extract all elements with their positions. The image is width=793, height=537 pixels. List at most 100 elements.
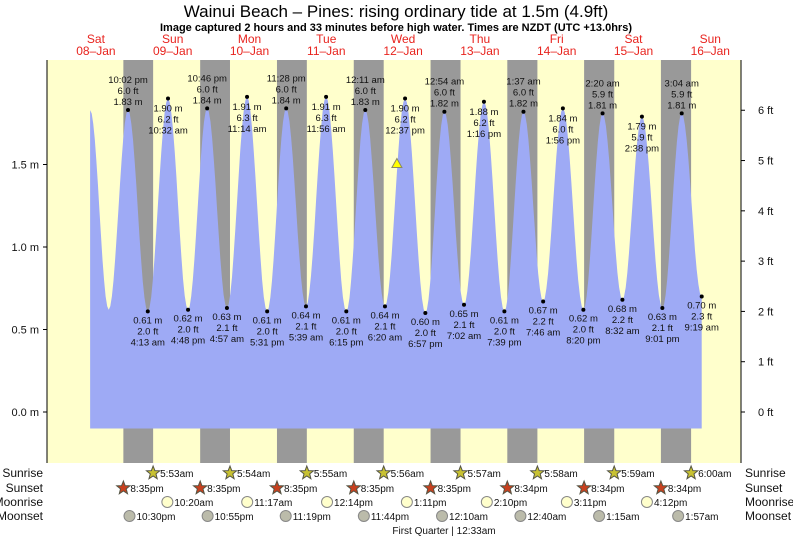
sunset-star-icon bbox=[192, 479, 209, 495]
high-tide-time: 10:02 pm bbox=[108, 75, 148, 86]
day-label: Thu bbox=[470, 32, 491, 46]
sunrise-time: 5:54am bbox=[237, 469, 270, 480]
right-tick-label: 3 ft bbox=[758, 256, 773, 268]
high-tide-point bbox=[126, 108, 131, 113]
moonrise-time: 3:11pm bbox=[574, 498, 607, 509]
low-tide-time: 4:48 pm bbox=[171, 336, 205, 347]
high-tide-time: 11:56 am bbox=[307, 124, 346, 135]
high-tide-ft: 6.0 ft bbox=[276, 84, 297, 95]
high-tide-time: 2:20 am bbox=[585, 78, 619, 89]
right-tick-label: 6 ft bbox=[758, 105, 773, 117]
low-tide-point bbox=[660, 306, 665, 311]
low-tide-time: 9:19 am bbox=[685, 323, 719, 334]
moonset-time: 10:30pm bbox=[137, 512, 176, 523]
low-tide-time: 7:02 am bbox=[447, 331, 481, 342]
moonrise-time: 12:14pm bbox=[334, 498, 373, 509]
labels-layer: 0.0 m 0.5 m 1.0 m 1.5 m 0 ft 1 ft 2 ft 3 ft 4 ft… bbox=[0, 32, 793, 537]
sunset-time: 8:34pm bbox=[591, 484, 624, 495]
high-tide-ft: 5.9 ft bbox=[592, 89, 613, 100]
sunset-star-icon bbox=[576, 479, 593, 495]
day-label: Sun bbox=[700, 32, 721, 46]
high-tide-point bbox=[205, 106, 210, 111]
high-tide-ft: 6.0 ft bbox=[513, 88, 534, 99]
chart-subtitle: Image captured 2 hours and 33 minutes be… bbox=[160, 22, 632, 34]
high-tide-m: 1.79 m bbox=[627, 122, 656, 133]
sunset-star-icon bbox=[115, 479, 132, 495]
high-tide-ft: 6.0 ft bbox=[355, 86, 376, 97]
moonrise-time: 11:17am bbox=[254, 498, 292, 509]
date-label: 15–Jan bbox=[614, 44, 653, 58]
high-tide-point bbox=[442, 109, 447, 114]
sunset-time: 8:35pm bbox=[361, 484, 394, 495]
high-tide-point bbox=[679, 111, 684, 116]
high-tide-m: 1.84 m bbox=[548, 113, 577, 124]
high-tide-m: 1.81 m bbox=[667, 100, 696, 111]
moonset-row-label-right: Moonset bbox=[745, 509, 792, 523]
sunrise-time: 6:00am bbox=[698, 469, 731, 480]
day-label: Fri bbox=[550, 32, 564, 46]
high-tide-ft: 6.0 ft bbox=[197, 84, 218, 95]
sunrise-time: 5:53am bbox=[160, 469, 193, 480]
moonset-row-label: Moonset bbox=[0, 509, 44, 523]
high-tide-m: 1.83 m bbox=[351, 97, 380, 108]
high-tide-time: 12:11 am bbox=[346, 75, 385, 86]
moonset-moon-icon bbox=[514, 510, 527, 522]
high-tide-point bbox=[639, 114, 644, 119]
moonrise-row-label-right: Moonrise bbox=[745, 495, 793, 509]
low-tide-ft: 2.0 ft bbox=[415, 328, 436, 339]
high-tide-point bbox=[166, 96, 171, 101]
sunset-star-icon bbox=[499, 479, 516, 495]
low-tide-point bbox=[344, 309, 349, 314]
low-tide-ft: 2.0 ft bbox=[494, 326, 515, 337]
sunrise-row-label-right: Sunrise bbox=[745, 466, 786, 480]
sunset-star-icon bbox=[652, 479, 669, 495]
sunset-time: 8:35pm bbox=[284, 484, 317, 495]
day-label: Sat bbox=[624, 32, 643, 46]
moonset-time: 11:19pm bbox=[293, 512, 331, 523]
left-tick-label: 0.5 m bbox=[11, 325, 39, 337]
sunrise-time: 5:59am bbox=[621, 469, 654, 480]
left-tick-label: 0.0 m bbox=[11, 407, 39, 419]
high-tide-time: 10:32 am bbox=[148, 126, 188, 137]
moonrise-time: 10:20am bbox=[174, 498, 213, 509]
low-tide-point bbox=[502, 309, 507, 314]
high-tide-m: 1.81 m bbox=[588, 100, 617, 111]
date-label: 08–Jan bbox=[76, 44, 115, 58]
high-tide-time: 11:14 am bbox=[228, 124, 267, 135]
high-tide-ft: 6.2 ft bbox=[473, 118, 494, 129]
right-tick-label: 5 ft bbox=[758, 156, 773, 168]
high-tide-ft: 6.3 ft bbox=[236, 113, 257, 124]
high-tide-m: 1.82 m bbox=[509, 99, 538, 110]
moonset-moon-icon bbox=[672, 510, 685, 522]
high-tide-ft: 6.2 ft bbox=[395, 115, 416, 126]
low-tide-time: 4:13 am bbox=[131, 337, 165, 348]
low-tide-m: 0.65 m bbox=[449, 309, 478, 320]
date-label: 09–Jan bbox=[153, 44, 192, 58]
high-tide-time: 2:38 pm bbox=[625, 144, 659, 155]
high-tide-point bbox=[600, 111, 605, 116]
high-tide-ft: 6.3 ft bbox=[316, 113, 337, 124]
sunrise-time: 5:58am bbox=[544, 469, 577, 480]
high-tide-m: 1.83 m bbox=[113, 97, 142, 108]
low-tide-time: 8:32 am bbox=[605, 326, 639, 337]
high-tide-time: 1:56 pm bbox=[546, 135, 580, 146]
low-tide-time: 4:57 am bbox=[210, 334, 244, 345]
high-tide-ft: 6.0 ft bbox=[434, 88, 455, 99]
right-tick-label: 4 ft bbox=[758, 206, 773, 218]
low-tide-m: 0.68 m bbox=[608, 304, 637, 315]
low-tide-m: 0.64 m bbox=[291, 310, 320, 321]
low-tide-m: 0.64 m bbox=[370, 310, 399, 321]
low-tide-m: 0.63 m bbox=[212, 312, 241, 323]
sunrise-star-icon bbox=[606, 464, 623, 480]
current-tide-marker bbox=[391, 157, 403, 168]
high-tide-ft: 6.0 ft bbox=[552, 124, 573, 135]
moonrise-moon-icon bbox=[560, 496, 573, 508]
low-tide-point bbox=[581, 307, 586, 312]
sunset-star-icon bbox=[268, 479, 285, 495]
low-tide-point bbox=[145, 309, 150, 314]
high-tide-m: 1.84 m bbox=[272, 95, 301, 106]
high-tide-point bbox=[560, 106, 565, 111]
high-tide-point bbox=[363, 108, 368, 113]
high-tide-m: 1.90 m bbox=[153, 104, 182, 115]
